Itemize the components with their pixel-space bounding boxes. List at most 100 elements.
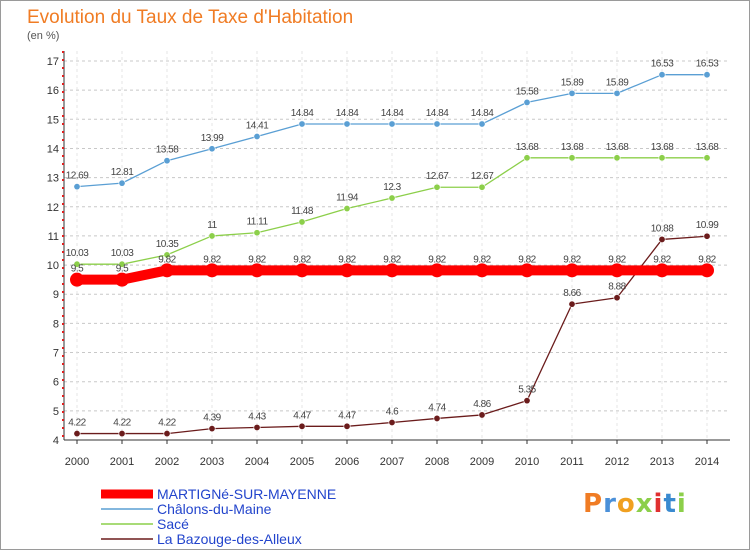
data-label: 9.82	[203, 254, 221, 265]
data-point	[520, 263, 534, 278]
data-point	[208, 232, 216, 240]
data-label: 13.68	[561, 142, 584, 153]
data-label: 12.3	[383, 182, 401, 193]
data-point	[115, 272, 129, 287]
data-label: 9.82	[608, 254, 626, 265]
data-point	[205, 263, 219, 278]
data-label: 10.99	[696, 220, 719, 231]
data-point	[160, 263, 174, 278]
x-tick-label: 2014	[695, 456, 719, 468]
chart-subtitle: (en %)	[27, 30, 60, 42]
data-label: 9.82	[158, 254, 176, 265]
data-point	[340, 263, 354, 278]
data-label: 4.43	[248, 411, 266, 422]
data-label: 13.68	[606, 142, 629, 153]
data-label: 4.86	[473, 399, 491, 410]
x-tick-label: 2001	[110, 456, 134, 468]
data-label: 14.84	[336, 108, 359, 119]
data-point	[610, 263, 624, 278]
data-label: 9.82	[293, 254, 311, 265]
data-point	[658, 235, 666, 243]
x-tick-label: 2008	[425, 456, 449, 468]
data-label: 13.58	[156, 145, 179, 156]
data-point	[703, 154, 711, 162]
data-point	[568, 300, 576, 308]
y-tick-label: 4	[53, 435, 59, 447]
legend-label: Châlons-du-Maine	[157, 501, 272, 517]
data-label: 11.11	[246, 217, 268, 228]
data-label: 5.35	[518, 385, 536, 396]
data-label: 13.99	[201, 133, 224, 144]
logo-letter: i	[653, 489, 664, 519]
logo-letter: i	[676, 489, 687, 519]
data-label: 9.82	[473, 254, 491, 265]
x-tick-label: 2013	[650, 456, 674, 468]
plot-area	[64, 51, 730, 440]
data-label: 10.03	[111, 248, 134, 259]
data-point	[295, 263, 309, 278]
y-tick-label: 12	[47, 202, 59, 214]
data-label: 11.94	[336, 193, 359, 204]
data-label: 9.82	[248, 254, 266, 265]
data-label: 10.03	[66, 248, 89, 259]
y-tick-label: 13	[47, 173, 59, 185]
data-point	[523, 154, 531, 162]
data-point	[298, 218, 306, 226]
y-tick-label: 11	[48, 231, 59, 243]
data-label: 12.69	[66, 171, 89, 182]
y-tick-label: 10	[47, 260, 59, 272]
y-tick-label: 14	[47, 143, 59, 155]
data-label: 9.82	[518, 254, 536, 265]
x-tick-label: 2000	[65, 456, 89, 468]
data-label: 4.6	[386, 407, 399, 418]
y-tick-label: 5	[53, 406, 59, 418]
data-label: 15.89	[561, 77, 584, 88]
proxiti-logo: Proxiti	[583, 489, 687, 519]
y-tick-label: 17	[47, 56, 59, 68]
data-point	[253, 423, 261, 431]
data-point	[298, 120, 306, 128]
data-point	[388, 120, 396, 128]
data-point	[700, 263, 714, 278]
x-tick-label: 2010	[515, 456, 539, 468]
data-point	[703, 71, 711, 79]
data-point	[478, 183, 486, 191]
logo-letter: x	[635, 489, 654, 519]
data-point	[388, 194, 396, 202]
data-point	[250, 263, 264, 278]
data-label: 12.67	[471, 171, 494, 182]
x-tick-label: 2011	[560, 456, 584, 468]
x-tick-label: 2003	[200, 456, 224, 468]
data-point	[433, 414, 441, 422]
data-label: 9.82	[428, 254, 446, 265]
data-label: 4.74	[428, 402, 446, 413]
x-tick-label: 2012	[605, 456, 629, 468]
data-point	[163, 430, 171, 438]
data-point	[163, 251, 171, 259]
data-label: 14.84	[291, 108, 314, 119]
data-label: 9.82	[563, 254, 581, 265]
data-point	[343, 422, 351, 430]
data-label: 16.53	[651, 59, 674, 70]
data-point	[253, 229, 261, 237]
data-point	[568, 154, 576, 162]
data-label: 8.66	[563, 288, 581, 299]
legend-label: La Bazouge-des-Alleux	[157, 531, 302, 547]
data-label: 10.35	[156, 239, 179, 250]
logo-letter: t	[663, 489, 677, 519]
data-label: 8.88	[608, 282, 626, 293]
data-label: 12.81	[111, 167, 134, 178]
data-point	[163, 157, 171, 165]
y-tick-label: 8	[53, 318, 59, 330]
data-label: 11.48	[291, 206, 314, 217]
data-point	[523, 397, 531, 405]
legend-label: Sacé	[157, 516, 189, 532]
data-label: 4.22	[68, 418, 86, 429]
legend-label: MARTIGNé-SUR-MAYENNE	[157, 486, 336, 502]
data-point	[118, 430, 126, 438]
data-point	[568, 89, 576, 97]
data-point	[655, 263, 669, 278]
data-label: 9.82	[338, 254, 356, 265]
